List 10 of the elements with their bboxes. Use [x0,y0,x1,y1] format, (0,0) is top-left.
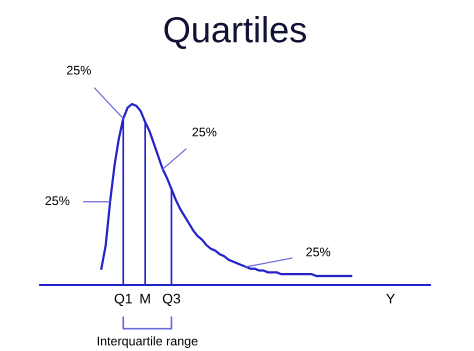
annotation: 25% [45,196,70,206]
text: 25% [66,66,91,75]
chart-title: Quartiles [164,16,306,50]
annotation: 25% [306,248,330,256]
x-tick-label: Y [386,294,395,304]
x-tick-label: Q3 [162,294,180,306]
x-tick-label: Q1 [114,294,132,306]
x-tick-label: M [140,294,150,304]
annotation: 25% [192,128,216,136]
text: Interquartile range [98,336,198,348]
